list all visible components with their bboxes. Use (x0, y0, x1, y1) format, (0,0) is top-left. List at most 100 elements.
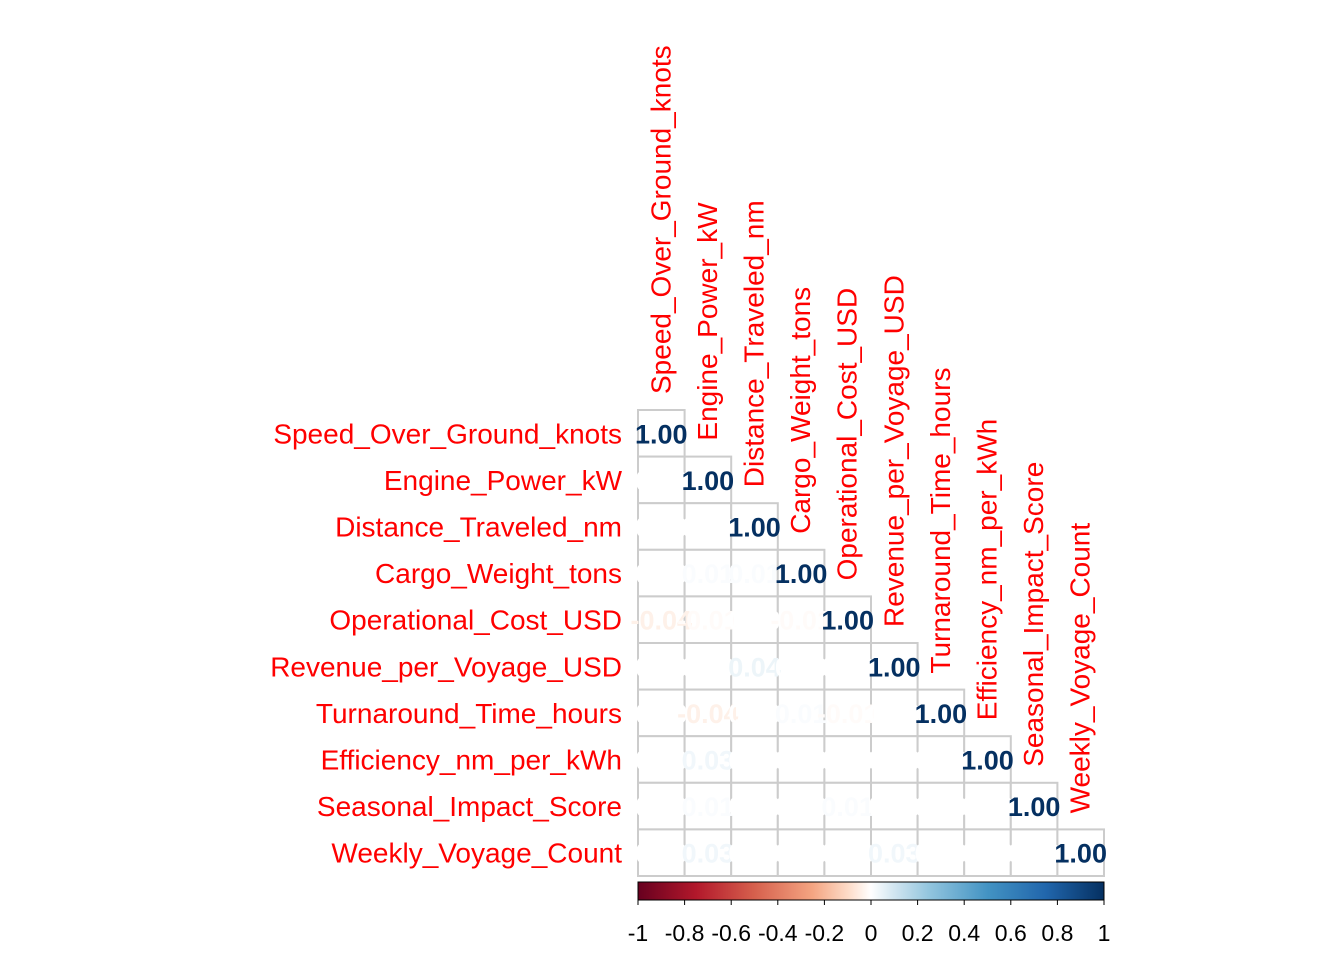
heatmap-cell (1009, 828, 1059, 878)
cell-value-label: 0.01 (728, 559, 781, 589)
row-label: Turnaround_Time_hours (316, 698, 622, 729)
cell-value-label: 0.01 (821, 792, 874, 822)
cell-value-label: 0.00 (728, 606, 781, 636)
cell-value-label: 0.00 (821, 652, 874, 682)
color-legend-tick-label: 1 (1098, 920, 1111, 946)
heatmap-cell (776, 548, 826, 598)
row-label: Revenue_per_Voyage_USD (270, 651, 622, 682)
cell-value-label: -0.04 (677, 699, 739, 729)
cell-value-label: 0.00 (728, 699, 781, 729)
cell-value-label: -0.01 (677, 606, 739, 636)
heatmap-cell (637, 781, 686, 831)
cell-value-label: -0.01 (770, 606, 832, 636)
heatmap-cell (963, 735, 1012, 784)
column-label: Revenue_per_Voyage_USD (878, 275, 909, 627)
row-label: Operational_Cost_USD (329, 605, 622, 636)
heatmap-cell (1056, 828, 1106, 878)
cell-value-label: 0.00 (775, 839, 828, 869)
cell-value-label: 0.00 (635, 699, 688, 729)
color-legend-tick-label: -0.6 (711, 920, 751, 946)
cell-value-label: 1.00 (821, 606, 874, 636)
heatmap-cell (637, 642, 686, 691)
cell-value-label: 0.00 (961, 792, 1014, 822)
cell-value-label: 0.03 (868, 839, 921, 869)
cell-value-label: 0.00 (775, 792, 828, 822)
cell-value-label: 0.00 (915, 746, 968, 776)
heatmap-cell (730, 502, 779, 551)
column-label: Speed_Over_Ground_knots (645, 45, 676, 394)
heatmap-cell (776, 828, 826, 878)
column-label: Weekly_Voyage_Count (1065, 523, 1096, 814)
cell-value-label: 0.00 (682, 513, 735, 543)
cell-value-label: 1.00 (1008, 792, 1061, 822)
row-label: Cargo_Weight_tons (375, 558, 622, 589)
cell-value-label: 1.00 (961, 746, 1014, 776)
heatmap-cell (683, 828, 733, 878)
cell-value-label: -0.01 (817, 699, 879, 729)
color-legend-tick-label: 0.8 (1041, 920, 1073, 946)
heatmap-cell (776, 642, 826, 691)
row-label: Weekly_Voyage_Count (331, 838, 622, 869)
cell-value-label: 0.00 (728, 839, 781, 869)
cell-value-label: 0.00 (635, 746, 688, 776)
cell-value-label: 0.00 (915, 792, 968, 822)
cell-value-label: 0.00 (635, 466, 688, 496)
cell-value-label: 0.00 (821, 839, 874, 869)
color-legend-tick-label: -1 (628, 920, 648, 946)
color-legend-ticks: -1 -0.8 -0.6 -0.4 -0.2 0 0.2 0.4 0.6 0.8 1 (628, 900, 1111, 946)
color-legend: -1 -0.8 -0.6 -0.4 -0.2 0 0.2 0.4 0.6 0.8 1 (628, 881, 1111, 946)
column-label: Turnaround_Time_hours (925, 368, 956, 674)
cell-value-label: 0.00 (1008, 839, 1061, 869)
color-legend-tick-label: -0.8 (665, 920, 705, 946)
cell-value-label: 0.00 (775, 652, 828, 682)
cell-value-label: 0.00 (775, 746, 828, 776)
color-legend-tick-label: 0 (865, 920, 878, 946)
cell-value-label: 1.00 (775, 559, 828, 589)
heatmap-cell (776, 595, 826, 645)
cell-value-label: 0.00 (961, 839, 1014, 869)
heatmap-cell (637, 688, 686, 738)
cell-value-label: 1.00 (728, 513, 781, 543)
cell-value-label: 0.00 (635, 652, 688, 682)
heatmap-cell (730, 735, 779, 784)
cell-value-label: 0.00 (868, 699, 921, 729)
cell-value-label: 0.03 (682, 746, 735, 776)
cell-value-label: 0.00 (868, 746, 921, 776)
heatmap-cell (870, 688, 919, 738)
heatmap-cell (730, 828, 779, 878)
color-legend-tick-label: 0.2 (902, 920, 934, 946)
cell-value-label: 0.00 (635, 839, 688, 869)
heatmap-cell (683, 595, 733, 645)
column-label: Seasonal_Impact_Score (1018, 462, 1049, 767)
cell-value-label: 0.01 (682, 792, 735, 822)
heatmap-cell (637, 735, 686, 784)
cell-value-label: 0.00 (635, 792, 688, 822)
cell-value-label: 1.00 (915, 699, 968, 729)
column-label: Engine_Power_kW (692, 202, 723, 441)
heatmap-cell (683, 642, 733, 691)
color-legend-bar (637, 881, 1105, 901)
heatmap-cell (1009, 781, 1059, 831)
cell-value-label: 1.00 (1054, 839, 1107, 869)
cell-value-label: -0.04 (631, 606, 693, 636)
cell-value-label: 0.00 (728, 746, 781, 776)
cell-value-label: 0.01 (775, 699, 828, 729)
cell-value-label: 0.00 (915, 839, 968, 869)
cell-value-label: 1.00 (868, 652, 921, 682)
row-labels: Speed_Over_Ground_knots Engine_Power_kW Di… (270, 418, 622, 868)
row-label: Distance_Traveled_nm (335, 512, 622, 543)
row-label: Speed_Over_Ground_knots (273, 418, 622, 449)
cell-value-label: 0.00 (682, 652, 735, 682)
cell-value-label: 0.01 (682, 559, 735, 589)
cell-value-label: 0.00 (635, 513, 688, 543)
cell-value-label: 0.00 (821, 746, 874, 776)
column-label: Distance_Traveled_nm (739, 200, 770, 487)
heatmap-cell (683, 548, 733, 598)
cell-value-label: 0.04 (728, 652, 781, 682)
heatmap-cell-labels: 1.000.001.000.000.001.000.000.010.011.00… (631, 419, 1107, 868)
cell-value-label: 0.03 (682, 839, 735, 869)
cell-value-label: 0.00 (635, 559, 688, 589)
column-labels: Speed_Over_Ground_knots Engine_Power_kW Di… (645, 45, 1095, 813)
column-label: Operational_Cost_USD (832, 288, 863, 581)
